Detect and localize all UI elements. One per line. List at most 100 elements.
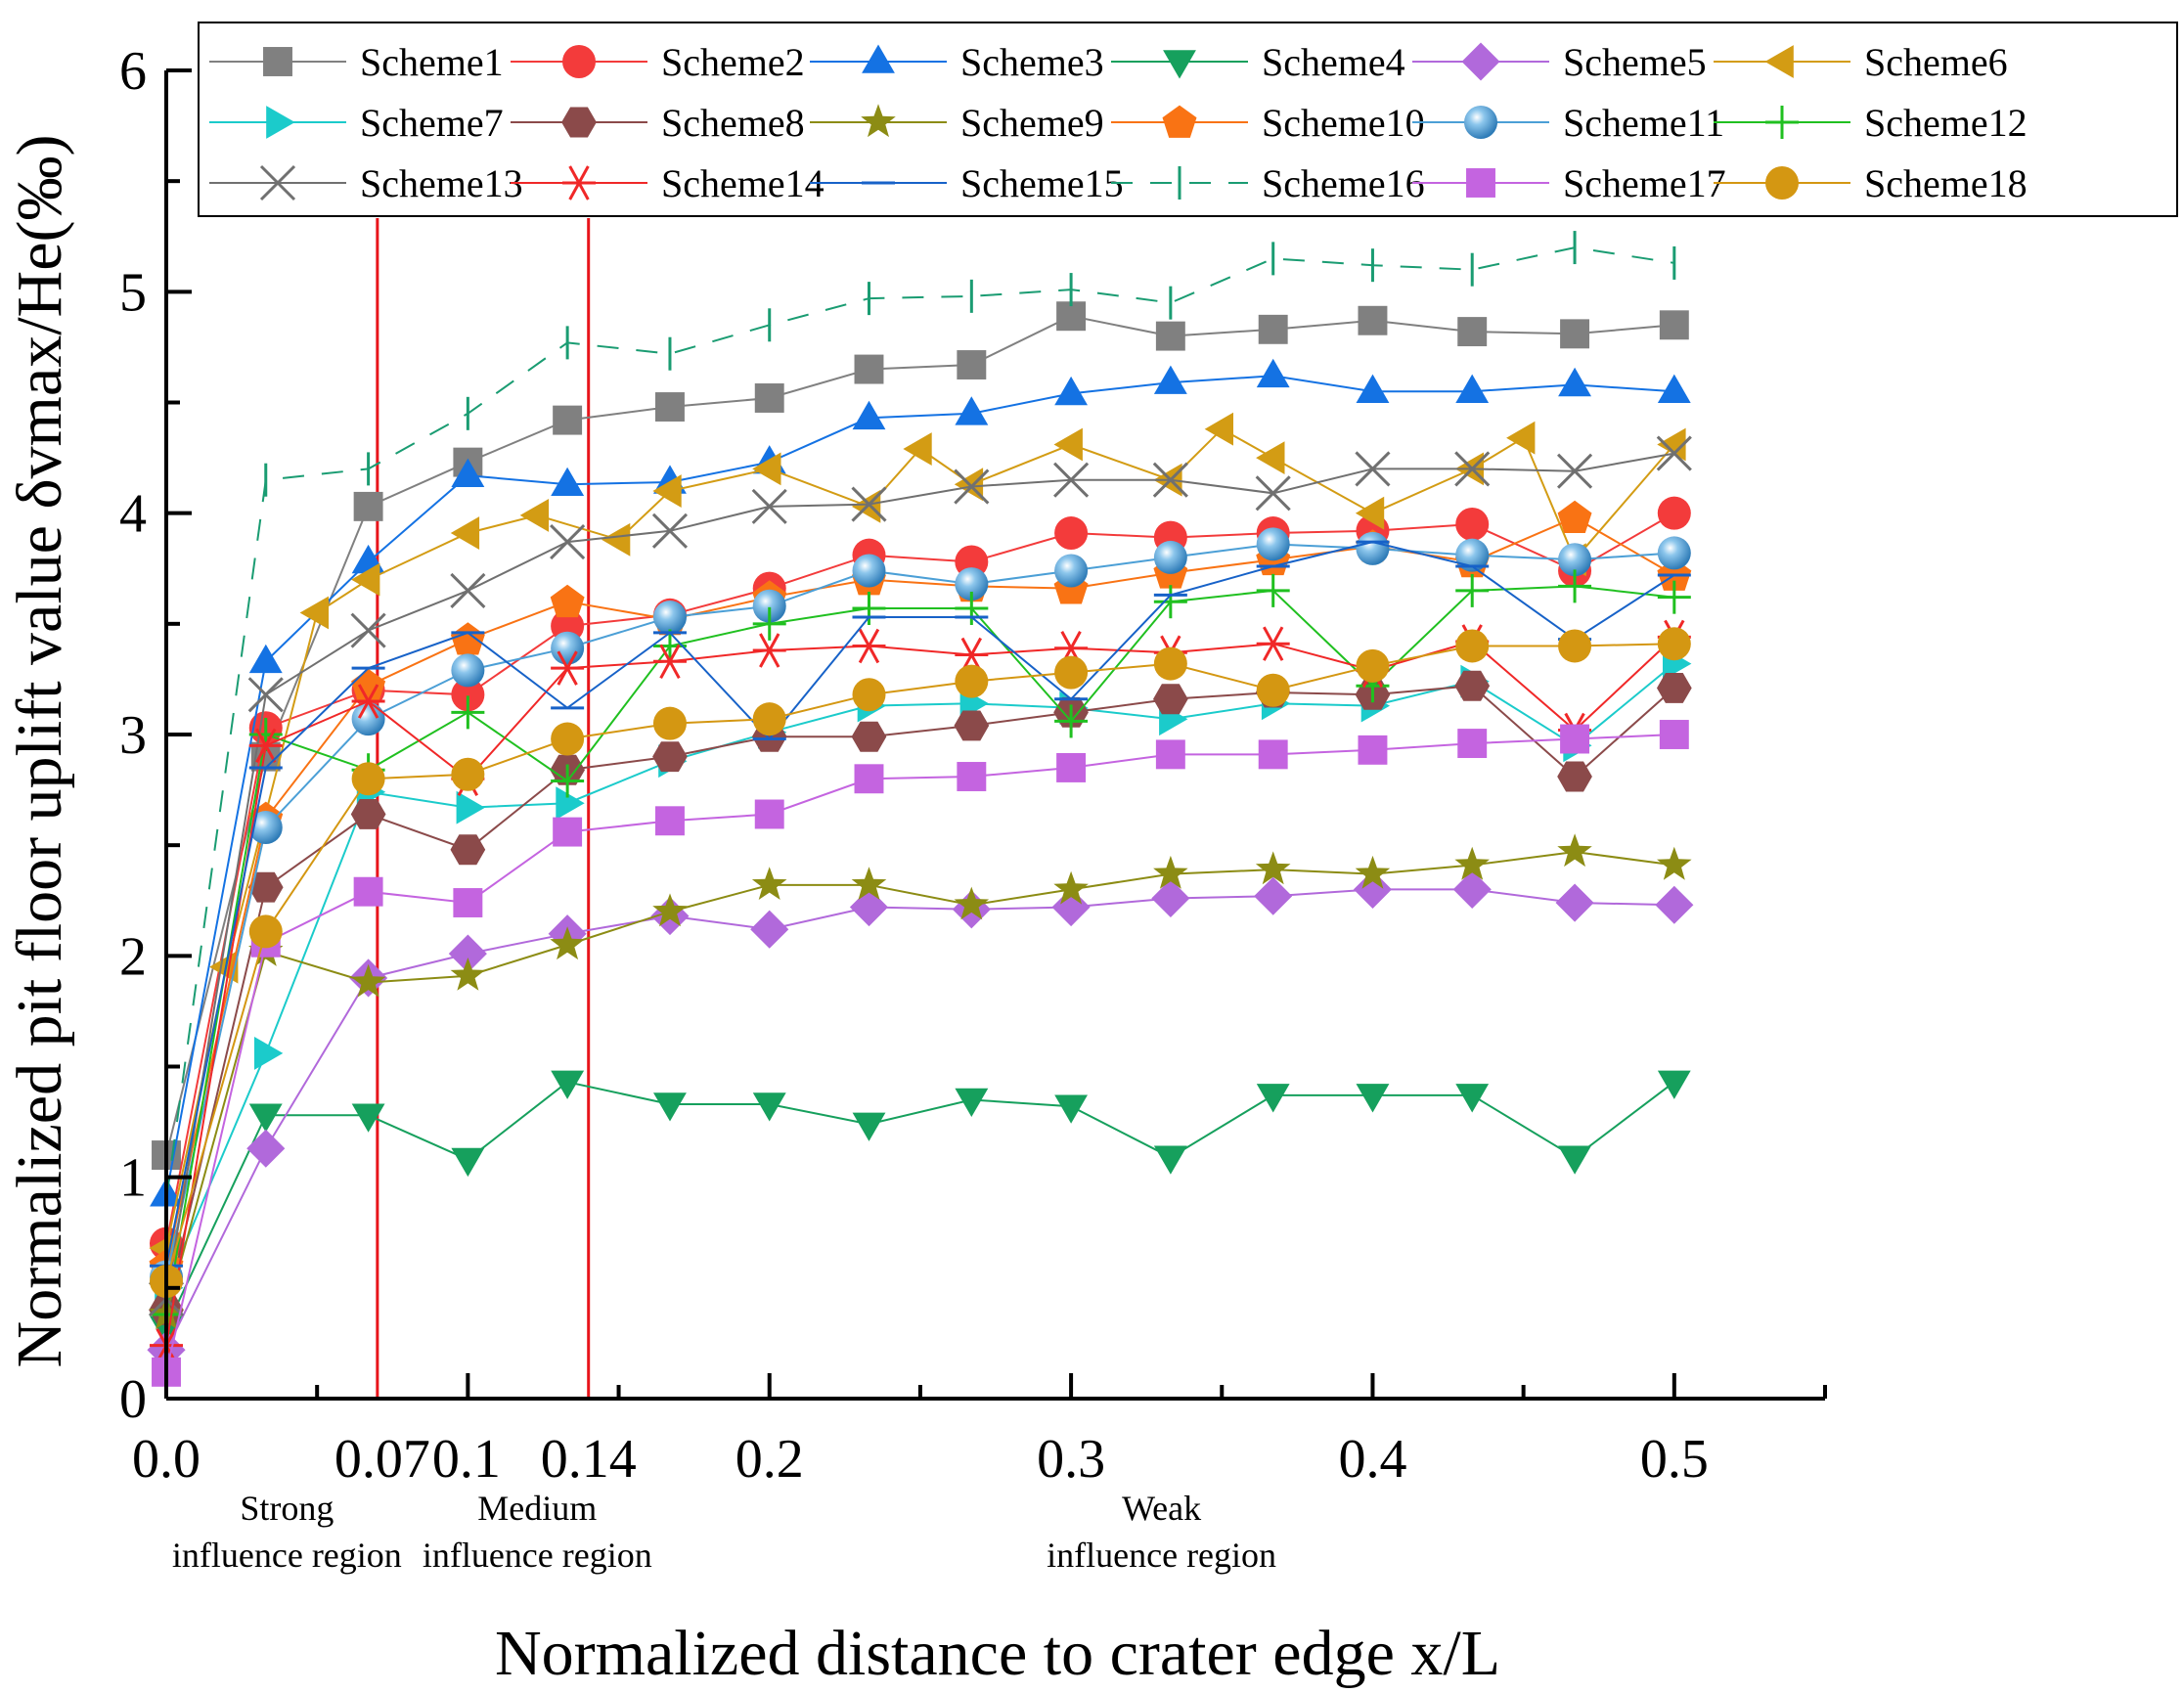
point-Scheme9-7 — [851, 867, 887, 900]
legend-label-Scheme11: Scheme11 — [1563, 101, 1724, 145]
point-Scheme17-7 — [854, 764, 884, 794]
point-Scheme12-10 — [1153, 585, 1187, 619]
x-tick-label: 0.3 — [1037, 1429, 1105, 1490]
point-Scheme12-13 — [1455, 573, 1490, 607]
legend-label-Scheme8: Scheme8 — [661, 101, 805, 145]
legend-item-Scheme11: Scheme11 — [1412, 101, 1724, 145]
point-Scheme8-10 — [1153, 684, 1188, 715]
point-Scheme1-8 — [957, 350, 987, 379]
legend-marker-Scheme6 — [1764, 45, 1794, 78]
point-Scheme12-7 — [852, 591, 886, 625]
point-Scheme5-14 — [1555, 883, 1594, 922]
point-Scheme14-1 — [248, 728, 283, 764]
point-Scheme18-4 — [551, 722, 585, 756]
point-Scheme2-9 — [1054, 516, 1089, 551]
series-Scheme13 — [148, 435, 1692, 1317]
legend-item-Scheme5: Scheme5 — [1412, 40, 1707, 84]
point-Scheme5-12 — [1353, 869, 1392, 909]
point-Scheme14-5 — [652, 644, 687, 680]
region-labels: Strong influence region Medium influence re… — [172, 1489, 1276, 1575]
point-Scheme4-3 — [451, 1147, 485, 1178]
y-tick-label: 4 — [119, 484, 147, 545]
legend-marker-Scheme4 — [1163, 50, 1196, 79]
point-Scheme17-9 — [1056, 752, 1087, 782]
point-Scheme18-10 — [1153, 646, 1187, 681]
x-tick-label: 0.0 — [132, 1429, 201, 1490]
series-line-Scheme4 — [165, 1081, 1675, 1329]
x-tick-label: 0.1 — [432, 1429, 501, 1490]
legend-item-Scheme15: Scheme15 — [810, 161, 1124, 205]
point-Scheme6-3 — [351, 562, 380, 597]
point-Scheme18-3 — [451, 757, 485, 791]
axes: 0 1 2 3 4 5 6 0.0 0.07 0.1 0.14 0.2 0.3 0.4 0.5 — [119, 41, 1827, 1490]
point-Scheme13-5-b — [651, 512, 689, 549]
legend-label-Scheme1: Scheme1 — [360, 40, 504, 84]
legend-item-Scheme14: Scheme14 — [511, 161, 825, 205]
legend-label-Scheme18: Scheme18 — [1864, 161, 2028, 205]
legend-marker-Scheme13 — [259, 164, 296, 201]
point-Scheme1-9 — [1056, 301, 1087, 332]
legend-marker-Scheme9 — [861, 104, 896, 138]
legend-item-Scheme7: Scheme7 — [209, 101, 504, 145]
point-Scheme14-2 — [351, 684, 385, 719]
point-Scheme4-15 — [1657, 1070, 1691, 1099]
point-Scheme8-14 — [1557, 761, 1592, 792]
point-Scheme1-5 — [655, 392, 685, 422]
legend-marker-Scheme13-b — [259, 164, 296, 201]
point-Scheme12-3 — [451, 695, 485, 730]
point-Scheme1-15 — [1659, 310, 1689, 340]
legend-item-Scheme16: Scheme16 — [1111, 161, 1425, 205]
point-Scheme6-10 — [903, 432, 932, 466]
point-Scheme17-5 — [655, 806, 685, 836]
point-Scheme11-8 — [955, 567, 989, 601]
point-Scheme6-12 — [1053, 427, 1083, 462]
region-label-2-line-1: Medium — [477, 1489, 597, 1528]
point-Scheme3-15 — [1657, 374, 1691, 403]
point-Scheme13-7 — [851, 486, 887, 522]
point-Scheme13-6-b — [751, 488, 787, 524]
point-Scheme8-8 — [954, 710, 990, 741]
legend-item-Scheme13: Scheme13 — [209, 161, 523, 205]
point-Scheme18-12 — [1356, 648, 1390, 683]
point-Scheme10-3 — [450, 622, 485, 655]
legend-label-Scheme9: Scheme9 — [960, 101, 1104, 145]
legend-item-Scheme10: Scheme10 — [1111, 101, 1425, 145]
legend-marker-Scheme14-b — [568, 165, 590, 200]
point-Scheme17-12 — [1358, 735, 1388, 765]
point-Scheme4-7 — [852, 1112, 886, 1141]
point-Scheme12-9 — [1054, 704, 1089, 738]
point-Scheme12-11 — [1256, 573, 1290, 607]
legend-item-Scheme4: Scheme4 — [1111, 40, 1405, 84]
point-Scheme11-5 — [652, 601, 687, 635]
point-Scheme18-7 — [852, 678, 886, 712]
y-tick-label: 1 — [119, 1148, 147, 1209]
legend-label-Scheme15: Scheme15 — [960, 161, 1124, 205]
point-Scheme7-3 — [456, 790, 485, 824]
legend-label-Scheme17: Scheme17 — [1563, 161, 1726, 205]
region-label-3-line-2: influence region — [1047, 1536, 1276, 1575]
point-Scheme17-10 — [1155, 739, 1185, 770]
point-Scheme13-10 — [1152, 462, 1188, 498]
point-Scheme13-1 — [247, 677, 284, 713]
point-Scheme3-7 — [852, 400, 886, 430]
point-Scheme9-13 — [1454, 846, 1490, 880]
x-axis-title: Normalized distance to crater edge x/L — [495, 1618, 1500, 1689]
point-Scheme13-15-b — [1656, 435, 1692, 471]
point-Scheme17-3 — [453, 888, 483, 917]
legend-item-Scheme17: Scheme17 — [1412, 161, 1726, 205]
point-Scheme8-1 — [247, 871, 284, 903]
series-line-Scheme15 — [165, 541, 1675, 1267]
point-Scheme13-3-b — [450, 572, 486, 608]
series-line-Scheme11 — [165, 543, 1674, 1277]
point-Scheme18-5 — [652, 706, 687, 740]
point-Scheme14-11 — [1256, 626, 1290, 661]
legend-item-Scheme8: Scheme8 — [511, 101, 805, 145]
legend-label-Scheme13: Scheme13 — [360, 161, 523, 205]
legend-item-Scheme1: Scheme1 — [209, 40, 504, 84]
point-Scheme1-13 — [1457, 317, 1488, 347]
legend-label-Scheme16: Scheme16 — [1262, 161, 1425, 205]
point-Scheme14-8-b — [960, 637, 982, 673]
point-Scheme9-10 — [1153, 855, 1188, 889]
point-Scheme9-8 — [954, 886, 990, 920]
